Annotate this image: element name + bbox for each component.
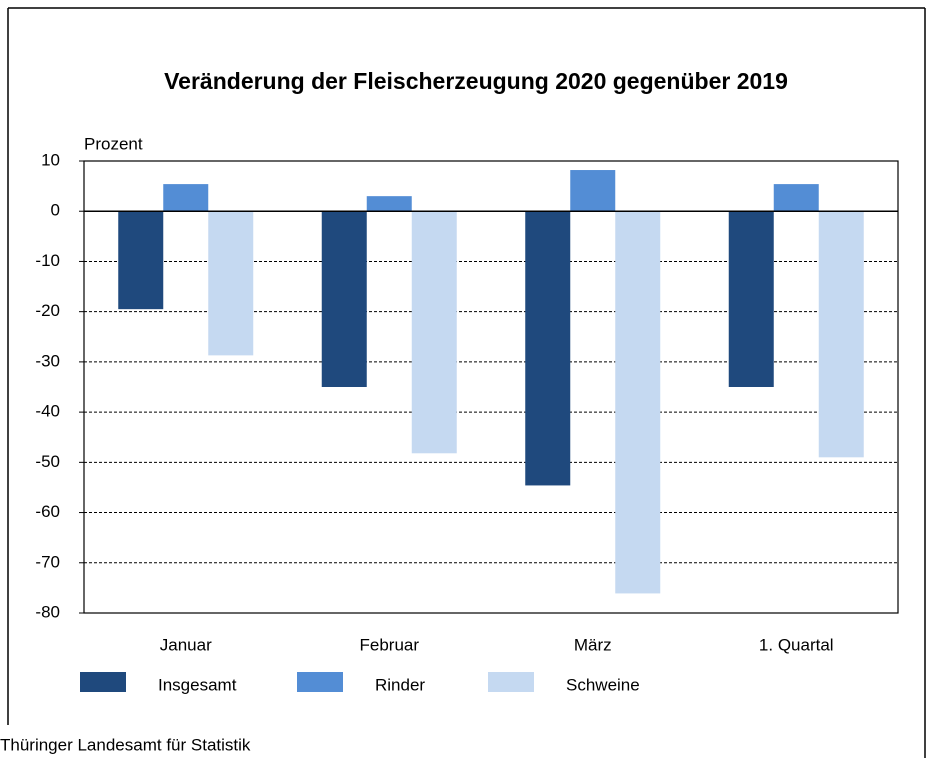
- bar: [818, 211, 864, 458]
- legend-label: Rinder: [375, 675, 425, 694]
- x-tick-label: Februar: [359, 635, 419, 654]
- y-tick-label: 0: [51, 201, 60, 220]
- y-tick-label: -40: [35, 402, 60, 421]
- bar: [570, 170, 616, 212]
- bar: [615, 211, 661, 594]
- bar: [208, 211, 254, 356]
- bar: [773, 184, 819, 212]
- y-tick-label: -60: [35, 502, 60, 521]
- legend-swatch: [488, 672, 534, 692]
- y-axis-label: Prozent: [84, 134, 143, 153]
- y-tick-label: -70: [35, 552, 60, 571]
- bar: [525, 211, 571, 486]
- legend-swatch: [80, 672, 126, 692]
- y-tick-label: -80: [35, 602, 60, 621]
- bar: [411, 211, 457, 454]
- y-tick-label: -20: [35, 301, 60, 320]
- y-tick-label: -10: [35, 251, 60, 270]
- bar: [163, 184, 209, 212]
- source: Thüringer Landesamt für Statistik: [0, 735, 251, 754]
- x-tick-label: Januar: [160, 635, 212, 654]
- plot-frame: [83, 160, 899, 614]
- x-tick-label: März: [574, 635, 612, 654]
- bar: [118, 211, 164, 310]
- x-tick-label: 1. Quartal: [759, 635, 834, 654]
- legend-swatch: [297, 672, 343, 692]
- legend-label: Schweine: [566, 675, 640, 694]
- bar: [321, 211, 367, 387]
- y-tick-label: 10: [41, 150, 60, 169]
- legend-label: Insgesamt: [158, 675, 237, 694]
- y-tick-label: -30: [35, 351, 60, 370]
- bar: [728, 211, 774, 387]
- bar: [366, 196, 412, 212]
- chart-title: Veränderung der Fleischerzeugung 2020 ge…: [164, 68, 788, 94]
- y-tick-label: -50: [35, 452, 60, 471]
